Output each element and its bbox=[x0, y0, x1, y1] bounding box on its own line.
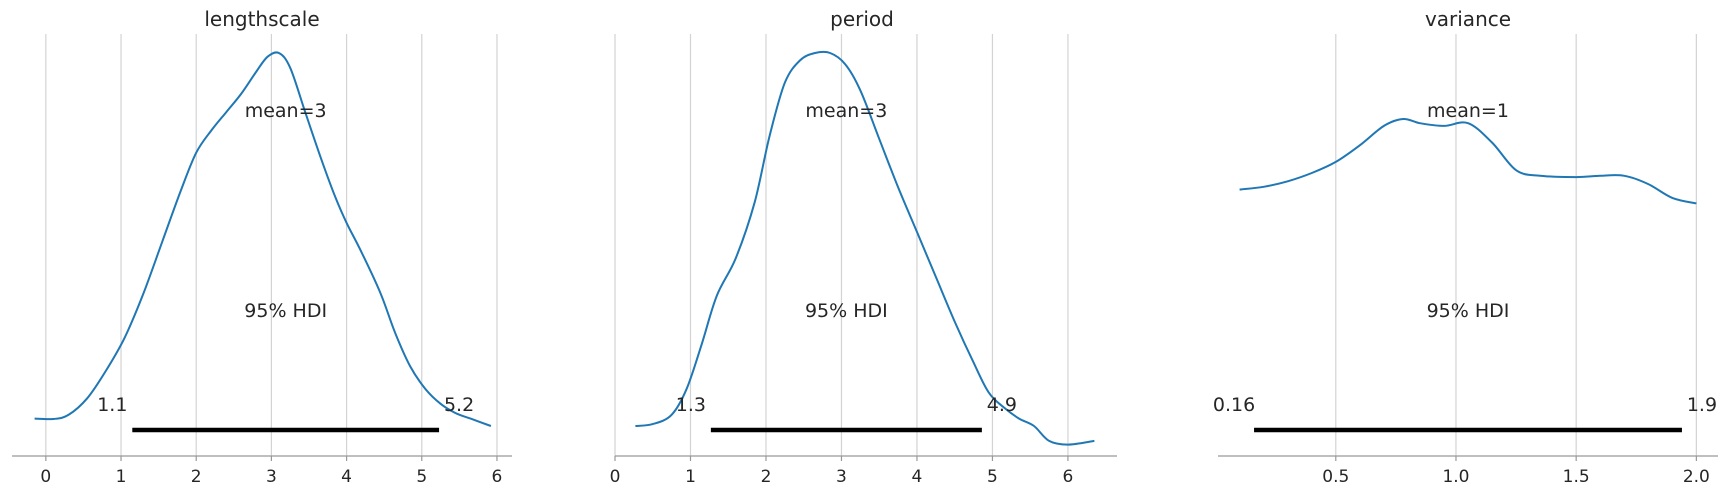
panel-title-period: period bbox=[830, 7, 894, 31]
x-tick-label: 0 bbox=[610, 467, 621, 487]
hdi-low-label: 0.16 bbox=[1213, 394, 1255, 416]
density-curve bbox=[1239, 117, 1697, 205]
hdi-label: 95% HDI bbox=[1427, 300, 1510, 322]
x-tick-label: 3 bbox=[266, 467, 277, 487]
panel-period: period 0 1 2 3 4 5 6 1.3 4.9 mean=3 95% HDI bbox=[610, 7, 1117, 487]
x-tick-label: 4 bbox=[912, 467, 923, 487]
hdi-low-label: 1.1 bbox=[97, 394, 127, 416]
mean-label: mean=3 bbox=[245, 100, 327, 122]
x-tick-label: 2 bbox=[761, 467, 772, 487]
hdi-high-label: 1.9 bbox=[1687, 394, 1717, 416]
x-tick-label: 1 bbox=[116, 467, 127, 487]
panel-title-lengthscale: lengthscale bbox=[204, 7, 319, 31]
x-tick-label: 0 bbox=[40, 467, 51, 487]
x-tick-label: 4 bbox=[341, 467, 352, 487]
x-tick-label: 6 bbox=[492, 467, 503, 487]
mean-label: mean=1 bbox=[1427, 100, 1509, 122]
hdi-high-label: 4.9 bbox=[987, 394, 1017, 416]
x-tick-label: 6 bbox=[1063, 467, 1074, 487]
mean-label: mean=3 bbox=[805, 100, 887, 122]
panel-lengthscale: lengthscale 0 1 2 3 4 5 6 1.1 5.2 mean=3 95% HDI bbox=[12, 7, 512, 487]
panel-variance: variance 0.5 1.0 1.5 2.0 0.16 1.9 mean=1 95% HD… bbox=[1213, 7, 1718, 487]
hdi-high-label: 5.2 bbox=[444, 394, 474, 416]
density-curve bbox=[635, 50, 1095, 446]
hdi-label: 95% HDI bbox=[244, 300, 327, 322]
x-tick-label: 1 bbox=[685, 467, 696, 487]
x-tick-label: 5 bbox=[416, 467, 427, 487]
x-tick-label: 5 bbox=[987, 467, 998, 487]
x-tick-label: 1.0 bbox=[1442, 467, 1469, 487]
panel-title-variance: variance bbox=[1425, 7, 1511, 31]
x-tick-label: 3 bbox=[836, 467, 847, 487]
x-tick-label: 2 bbox=[191, 467, 202, 487]
x-tick-label: 2.0 bbox=[1683, 467, 1710, 487]
hdi-low-label: 1.3 bbox=[676, 394, 706, 416]
x-tick-label: 0.5 bbox=[1322, 467, 1349, 487]
x-tick-label: 1.5 bbox=[1563, 467, 1590, 487]
density-curve bbox=[34, 51, 492, 427]
hdi-label: 95% HDI bbox=[805, 300, 888, 322]
